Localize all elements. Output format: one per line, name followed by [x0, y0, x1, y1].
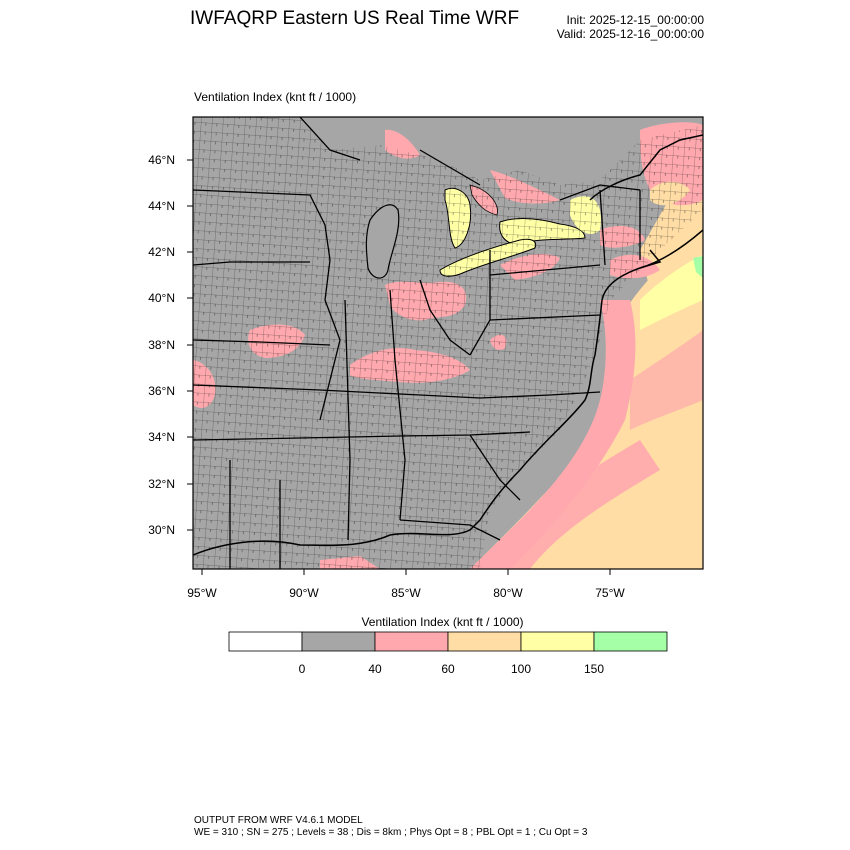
model-info: OUTPUT FROM WRF V4.6.1 MODEL WE = 310 ; …	[194, 815, 587, 839]
field-label: Ventilation Index (knt ft / 1000)	[194, 90, 357, 104]
run-times: Init: 2025-12-15_00:00:00 Valid: 2025-12…	[557, 13, 704, 41]
colorbar-label: 0	[298, 662, 306, 676]
lat-label: 30°N	[148, 523, 175, 537]
coastlines	[193, 134, 703, 556]
lat-label: 34°N	[148, 430, 175, 444]
init-time: Init: 2025-12-15_00:00:00	[566, 13, 704, 27]
lat-label: 42°N	[148, 245, 175, 259]
map-field	[193, 117, 703, 569]
offshore-pink-streaks	[630, 330, 703, 430]
colorbar-label: 60	[441, 662, 455, 676]
colorbar-title: Ventilation Index (knt ft / 1000)	[361, 615, 524, 629]
map-title: IWFAQRP Eastern US Real Time WRF	[190, 8, 520, 29]
lon-label: 75°W	[595, 586, 625, 600]
lat-label: 44°N	[148, 199, 175, 213]
lon-label: 95°W	[187, 586, 217, 600]
map-frame	[192, 116, 704, 570]
state-boundaries	[193, 117, 641, 569]
lake-michigan	[365, 204, 400, 279]
lat-label: 32°N	[148, 477, 175, 491]
valid-time: Valid: 2025-12-16_00:00:00	[556, 27, 704, 41]
lon-label: 85°W	[391, 586, 421, 600]
lon-ticks	[201, 569, 611, 575]
lat-label: 36°N	[148, 384, 175, 398]
offshore-yellow-zone	[640, 255, 703, 330]
offshore-pink-band	[500, 440, 660, 569]
lon-label: 90°W	[289, 586, 319, 600]
colorbar-label: 100	[510, 662, 532, 676]
model-version: OUTPUT FROM WRF V4.6.1 MODEL	[194, 815, 363, 826]
colorbar-label: 150	[583, 662, 605, 676]
offshore-green-spot	[693, 256, 703, 278]
lat-label: 38°N	[148, 338, 175, 352]
lon-label: 80°W	[493, 586, 523, 600]
lat-label: 40°N	[148, 291, 175, 305]
colorbar-label: 40	[368, 662, 382, 676]
lat-ticks	[187, 159, 193, 531]
county-lines	[193, 117, 703, 569]
lat-label: 46°N	[148, 153, 175, 167]
model-config: WE = 310 ; SN = 275 ; Levels = 38 ; Dis …	[194, 827, 588, 838]
